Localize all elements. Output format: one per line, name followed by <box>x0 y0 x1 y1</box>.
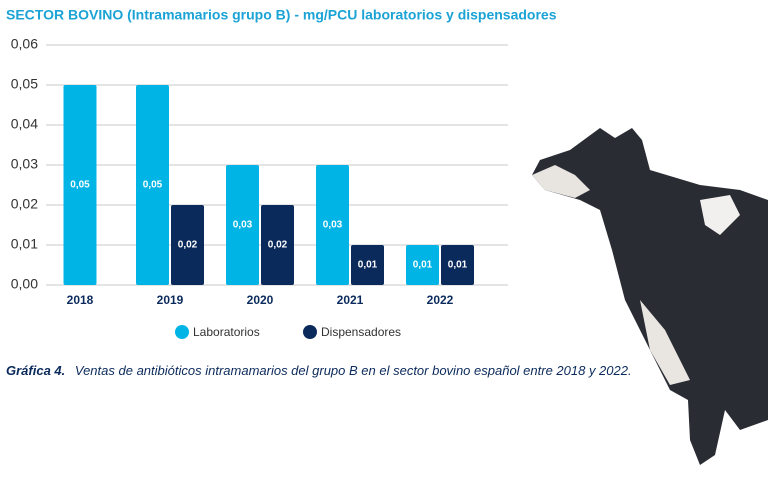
x-tick-label: 2022 <box>427 293 454 307</box>
caption-label: Gráfica 4. <box>6 363 65 378</box>
bar <box>261 205 294 285</box>
x-tick-label: 2019 <box>157 293 184 307</box>
legend-label: Laboratorios <box>193 325 260 339</box>
caption: Gráfica 4. Ventas de antibióticos intram… <box>6 363 632 378</box>
y-tick-label: 0,02 <box>11 196 38 212</box>
cow-illustration <box>532 128 768 465</box>
data-label: 0,02 <box>178 240 198 251</box>
caption-text: Ventas de antibióticos intramamarios del… <box>75 363 632 378</box>
y-tick-label: 0,04 <box>11 116 38 132</box>
legend-label: Dispensadores <box>321 325 401 339</box>
bar <box>351 245 384 285</box>
data-label: 0,05 <box>70 180 90 191</box>
x-tick-label: 2020 <box>247 293 274 307</box>
cow-patch <box>640 300 690 385</box>
cow-muzzle <box>532 165 590 198</box>
y-tick-label: 0,03 <box>11 156 38 172</box>
bar <box>406 245 439 285</box>
data-label: 0,05 <box>143 180 163 191</box>
y-tick-label: 0,01 <box>11 236 38 252</box>
bar <box>171 205 204 285</box>
y-tick-label: 0,06 <box>11 36 38 52</box>
data-label: 0,01 <box>448 260 468 271</box>
y-tick-label: 0,05 <box>11 76 38 92</box>
data-label: 0,03 <box>233 220 253 231</box>
bar <box>63 85 97 285</box>
bar <box>316 165 349 285</box>
y-tick-label: 0,00 <box>11 276 38 292</box>
data-label: 0,03 <box>323 220 343 231</box>
legend-marker <box>175 325 189 339</box>
data-label: 0,01 <box>413 260 433 271</box>
bar <box>226 165 259 285</box>
bar <box>441 245 474 285</box>
legend-marker <box>303 325 317 339</box>
data-label: 0,01 <box>358 260 378 271</box>
cow-patch <box>700 195 740 235</box>
bar <box>136 85 169 285</box>
x-tick-label: 2021 <box>337 293 364 307</box>
chart-title: SECTOR BOVINO (Intramamarios grupo B) - … <box>6 7 557 23</box>
data-label: 0,02 <box>268 240 288 251</box>
x-tick-label: 2018 <box>67 293 94 307</box>
